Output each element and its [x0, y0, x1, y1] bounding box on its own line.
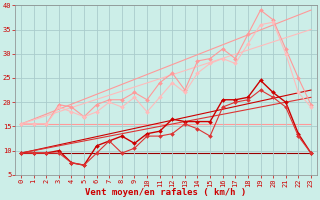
- X-axis label: Vent moyen/en rafales ( km/h ): Vent moyen/en rafales ( km/h ): [85, 188, 247, 197]
